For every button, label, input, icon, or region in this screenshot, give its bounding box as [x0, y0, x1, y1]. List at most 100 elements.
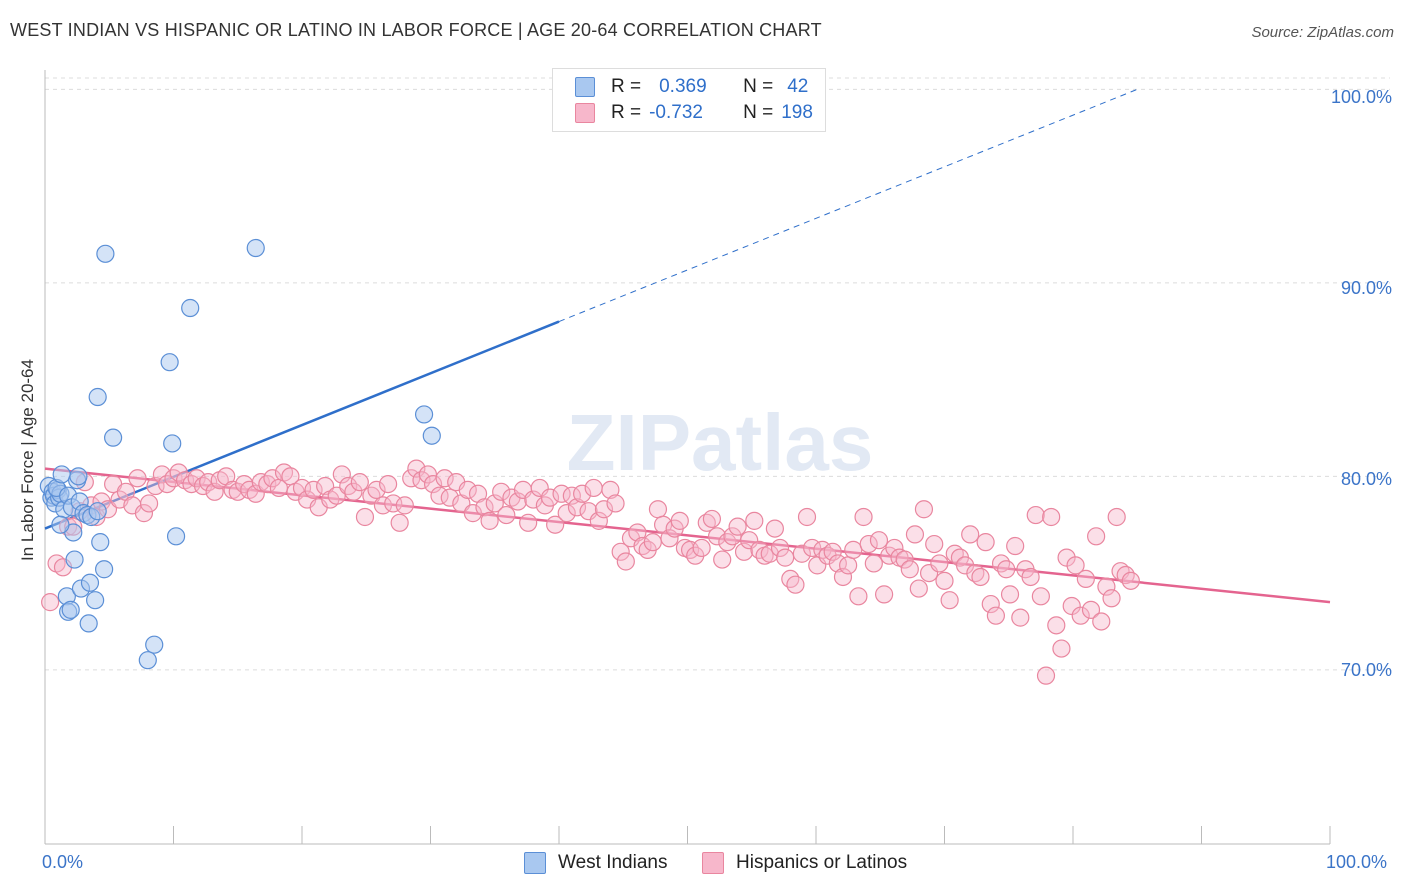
blue-swatch-icon [524, 852, 546, 874]
data-point-hispanics [304, 480, 323, 499]
data-point-hispanics [1087, 527, 1106, 546]
data-point-hispanics [750, 540, 769, 559]
data-point-hispanics [128, 469, 147, 488]
data-point-hispanics [440, 488, 459, 507]
data-point-hispanics [844, 540, 863, 559]
data-point-hispanics [458, 480, 477, 499]
data-point-hispanics [859, 534, 878, 554]
data-point-hispanics [1102, 589, 1121, 608]
series-legend: West Indians Hispanics or Latinos [0, 852, 1406, 878]
data-point-hispanics [350, 473, 369, 492]
legend-label: West Indians [558, 852, 668, 873]
data-point-hispanics [692, 538, 711, 558]
data-point-hispanics [797, 507, 817, 527]
data-point-hispanics [332, 465, 351, 484]
data-point-hispanics [864, 554, 883, 573]
data-point-hispanics [660, 529, 679, 548]
data-point-west-indians [95, 560, 114, 579]
data-point-hispanics [976, 533, 995, 552]
y-tick-90: 90.0% [1340, 278, 1392, 298]
data-point-hispanics [713, 550, 732, 569]
legend-label: Hispanics or Latinos [736, 852, 908, 873]
data-point-hispanics [833, 567, 853, 587]
data-point-hispanics [905, 525, 925, 544]
data-point-hispanics [557, 504, 576, 523]
data-point-hispanics [540, 488, 560, 507]
data-point-hispanics [1121, 571, 1140, 590]
data-point-west-indians [181, 298, 200, 318]
data-point-hispanics [616, 552, 635, 571]
chart-title: WEST INDIAN VS HISPANIC OR LATINO IN LAB… [10, 20, 822, 40]
data-point-west-indians [96, 244, 115, 263]
data-point-hispanics [786, 575, 805, 594]
data-point-hispanics [263, 469, 282, 488]
data-point-hispanics [765, 519, 784, 538]
data-point-west-indians [52, 465, 71, 484]
data-point-hispanics [251, 473, 270, 492]
data-point-hispanics [463, 504, 483, 523]
data-point-hispanics [146, 476, 165, 496]
data-point-hispanics [781, 569, 800, 589]
trend-line-west-indians [44, 320, 560, 530]
data-point-hispanics [909, 579, 928, 598]
y-axis-label: In Labor Force | Age 20-64 [18, 359, 37, 561]
data-point-hispanics [475, 498, 494, 517]
source-label: Source: ZipAtlas.com [1251, 24, 1394, 41]
r-value: -0.732 [649, 102, 703, 123]
data-point-hispanics [384, 494, 403, 513]
data-point-hispanics [601, 480, 620, 499]
y-tick-70: 70.0% [1340, 660, 1392, 680]
data-point-west-indians [65, 550, 84, 569]
n-value: 198 [781, 102, 813, 123]
data-point-hispanics [205, 482, 224, 501]
data-point-hispanics [1000, 585, 1020, 604]
data-point-hispanics [611, 542, 630, 561]
data-point-hispanics [316, 476, 335, 496]
data-point-hispanics [914, 500, 934, 519]
data-point-hispanics [134, 504, 154, 523]
data-point-hispanics [1081, 600, 1101, 619]
data-point-hispanics [935, 571, 954, 590]
data-point-hispanics [480, 511, 499, 530]
data-point-hispanics [497, 505, 516, 525]
data-point-hispanics [930, 554, 949, 573]
pink-swatch-icon [575, 103, 595, 123]
data-point-hispanics [378, 474, 398, 494]
r-value: 0.369 [659, 76, 707, 97]
data-point-hispanics [648, 500, 668, 519]
y-tick-80: 80.0% [1340, 469, 1392, 489]
data-point-hispanics [1026, 505, 1045, 525]
data-point-west-indians [61, 600, 80, 619]
data-point-hispanics [900, 560, 919, 579]
data-point-hispanics [869, 531, 889, 550]
data-point-hispanics [1047, 616, 1066, 635]
data-point-west-indians [88, 502, 107, 521]
data-point-hispanics [1116, 565, 1135, 585]
data-point-hispanics [1092, 612, 1111, 631]
data-point-hispanics [991, 554, 1011, 573]
data-point-hispanics [344, 482, 363, 501]
r-label: R = [611, 102, 642, 123]
data-point-hispanics [1011, 608, 1030, 627]
data-point-hispanics [1036, 666, 1056, 685]
data-point-hispanics [1076, 569, 1095, 589]
data-point-hispanics [961, 525, 980, 544]
data-point-hispanics [594, 500, 614, 519]
data-point-hispanics [246, 484, 265, 503]
data-point-hispanics [745, 511, 764, 530]
data-point-hispanics [1031, 587, 1050, 606]
legend-item-hispanics[interactable]: Hispanics or Latinos [702, 852, 907, 874]
data-point-hispanics [367, 480, 386, 499]
y-tick-100: 100.0% [1330, 87, 1392, 107]
legend-item-west-indians[interactable]: West Indians [524, 852, 667, 874]
data-point-hispanics [1097, 577, 1116, 596]
data-point-west-indians [51, 515, 70, 534]
data-point-hispanics [1071, 606, 1090, 625]
legend-row-hispanics: R = -0.732 N = 198 [575, 101, 813, 125]
data-point-hispanics [508, 492, 527, 511]
data-point-hispanics [355, 507, 375, 527]
data-point-west-indians [160, 353, 179, 372]
data-point-hispanics [895, 550, 914, 569]
data-point-hispanics [875, 585, 894, 604]
